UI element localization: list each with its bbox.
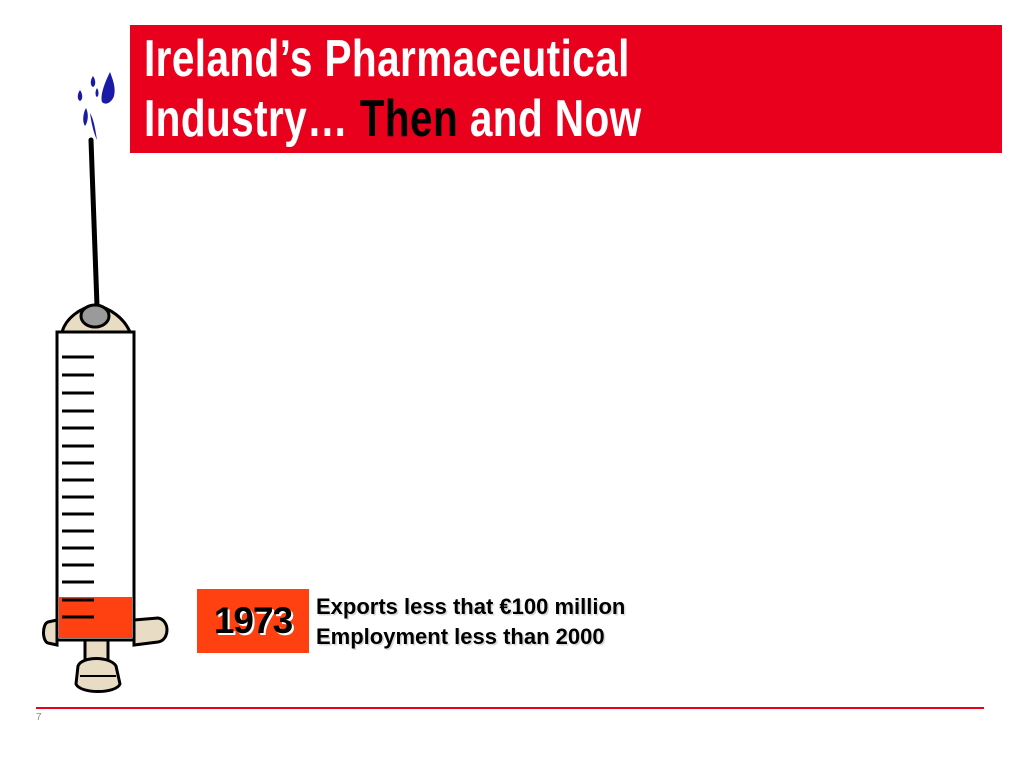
title-line-2: Industry… Then and Now xyxy=(144,89,642,149)
fact-exports: Exports less that €100 million xyxy=(316,594,626,619)
droplets-icon xyxy=(77,72,115,140)
fact-employment: Employment less than 2000 xyxy=(316,624,605,649)
title-highlight-then: Then xyxy=(359,90,459,148)
facts-list: Exports less that €100 million Employmen… xyxy=(316,592,625,652)
year-badge-label: 1973 xyxy=(213,600,293,641)
slide-title: Ireland’s Pharmaceutical Industry… Then … xyxy=(144,29,642,149)
graduation-marks xyxy=(62,355,94,619)
footer-divider xyxy=(36,707,984,709)
title-line-2-suffix: and Now xyxy=(458,90,642,148)
page-number: 7 xyxy=(36,712,42,723)
syringe-icon xyxy=(42,72,169,693)
title-banner: Ireland’s Pharmaceutical Industry… Then … xyxy=(130,25,1002,153)
title-line-2-prefix: Industry… xyxy=(144,90,360,148)
year-badge: 1973 xyxy=(197,589,309,653)
title-line-1: Ireland’s Pharmaceutical xyxy=(144,30,630,88)
